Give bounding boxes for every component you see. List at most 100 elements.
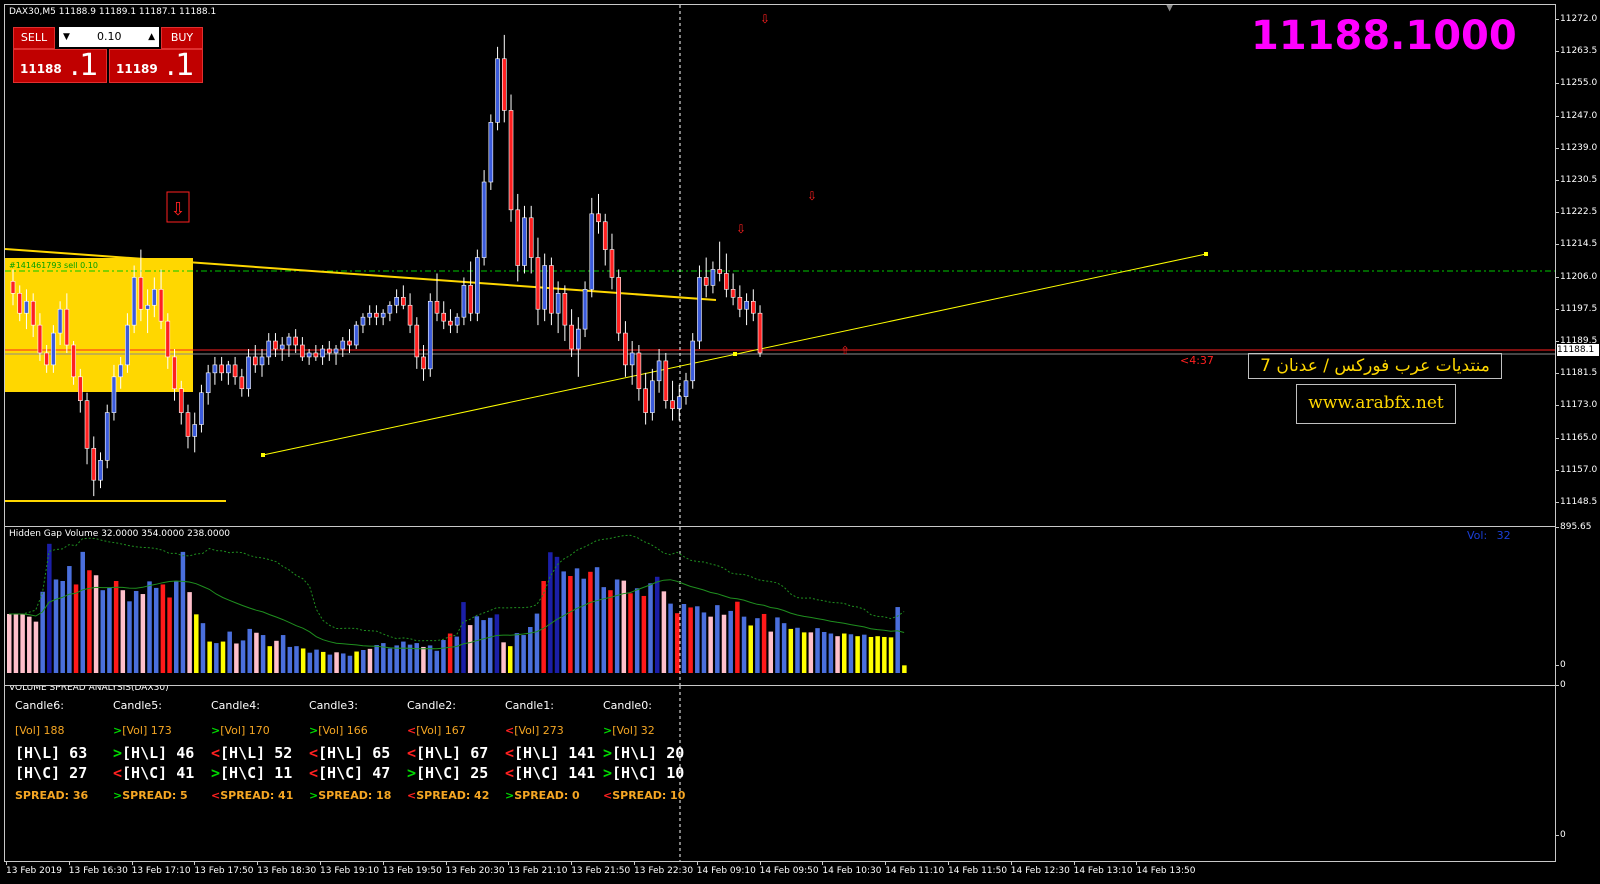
vsa-candle-name: Candle6: — [15, 699, 64, 712]
candle-bear — [414, 324, 420, 358]
order-line-label[interactable]: #141461793 sell 0.10 — [9, 261, 98, 270]
lot-size-field[interactable]: ▼ 0.10 ▲ — [59, 27, 159, 47]
fractal-arrow-icon: ⇩ — [760, 12, 770, 26]
candle-bull — [125, 324, 130, 366]
volume-bar — [280, 635, 286, 673]
candle-bear — [17, 293, 23, 314]
candle-bear — [30, 300, 36, 326]
resistance-trendline[interactable] — [5, 248, 717, 301]
collapse-arrow-icon[interactable]: ▼ — [1165, 4, 1175, 13]
big-price-display: 11188.1000 — [1251, 13, 1517, 59]
volume-bar — [327, 654, 333, 673]
candle-bull — [104, 412, 110, 461]
candle-bear — [300, 344, 305, 358]
volume-bar — [367, 648, 373, 673]
increase-arrow-icon: > — [603, 764, 613, 782]
trendline-anchor-mid[interactable] — [733, 352, 737, 356]
volume-scale[interactable]: 895.65 0 — [1555, 522, 1600, 684]
sell-button[interactable]: SELL — [13, 27, 55, 49]
candle-bear — [724, 273, 729, 290]
increase-arrow-icon: > — [113, 724, 123, 737]
volume-bar — [761, 613, 767, 673]
volume-bar — [67, 566, 72, 673]
candle-bull — [475, 257, 480, 314]
decrease-arrow-icon: < — [211, 789, 221, 802]
candle-bear — [138, 277, 144, 310]
candle-bear — [448, 320, 453, 326]
candle-bear — [84, 400, 90, 449]
ask-price-button[interactable]: 11189 .1 — [109, 48, 203, 83]
candle-bull — [454, 316, 460, 326]
increase-arrow-icon: > — [505, 789, 515, 802]
volume-bar — [234, 643, 239, 673]
price-chart-pane[interactable]: ⇩ ⇩ ⇩ ⇩ ⇧ DAX30,M5 11188.9 11189.1 11187… — [4, 4, 1556, 527]
vsa-high-close: >[H\C] 25 — [407, 764, 488, 782]
vsa-spread: >SPREAD: 5 — [113, 789, 188, 802]
candle-bear — [569, 324, 574, 350]
volume-indicator-header: Hidden Gap Volume 32.0000 354.0000 238.0… — [9, 529, 231, 539]
vsa-high-close: >[H\C] 11 — [211, 764, 292, 782]
time-axis-label: 14 Feb 12:30 — [1010, 861, 1070, 876]
candle-bear — [434, 300, 440, 314]
watermark-arabic[interactable]: منتديات عرب فوركس / عدنان 7 — [1248, 353, 1502, 379]
time-axis[interactable]: 13 Feb 2019 13 Feb 16:30 13 Feb 17:10 13 Fe… — [4, 861, 1554, 882]
increase-arrow-icon: > — [113, 789, 123, 802]
signal-arrow-box[interactable]: ⇩ — [166, 191, 190, 223]
candle-bull — [629, 352, 635, 366]
volume-indicator-pane[interactable]: Hidden Gap Volume 32.0000 354.0000 238.0… — [4, 526, 1556, 686]
candle-bull — [118, 364, 123, 378]
vsa-volume-text: [Vol] 32 — [612, 724, 655, 737]
vsa-high-close: [H\C] 27 — [15, 764, 87, 782]
volume-scale-min: 0 — [1555, 660, 1566, 670]
volume-bar — [267, 646, 273, 673]
candle-bear — [562, 293, 568, 326]
lot-increase-icon[interactable]: ▲ — [148, 32, 155, 42]
candle-bear — [219, 364, 224, 374]
volume-bar — [240, 640, 246, 673]
vsa-high-low: >[H\L] 46 — [113, 744, 194, 762]
lot-size-value[interactable]: 0.10 — [97, 30, 122, 43]
vsa-spread: SPREAD: 36 — [15, 789, 88, 802]
vsa-volume-text: [Vol] 173 — [122, 724, 172, 737]
decrease-arrow-icon: < — [211, 744, 221, 762]
price-scale-label: 11247.0 — [1554, 110, 1598, 121]
volume-bar — [842, 633, 847, 673]
vsa-indicator-pane[interactable]: VOLUME SPREAD ANALYSIS(DAX30) Candle6: [V… — [4, 685, 1556, 862]
trendline-anchor-right[interactable] — [1204, 252, 1208, 256]
volume-bar — [548, 552, 553, 673]
vsa-high-low: <[H\L] 141 — [505, 744, 595, 762]
vsa-high-low: <[H\L] 52 — [211, 744, 292, 762]
volume-ma-line — [9, 579, 905, 650]
lot-decrease-icon[interactable]: ▼ — [63, 32, 70, 42]
vsa-scale[interactable]: 0 0 — [1555, 680, 1600, 860]
volume-bar — [467, 625, 473, 673]
volume-bar — [414, 643, 419, 673]
candle-bear — [528, 217, 534, 258]
vsa-candle-name-text: Candle6: — [15, 699, 64, 712]
candle-bull — [98, 460, 103, 481]
buy-button[interactable]: BUY — [161, 27, 203, 49]
trendline-anchor-left[interactable] — [261, 453, 265, 457]
candle-bull — [576, 328, 581, 350]
volume-bar — [394, 645, 399, 673]
volume-bar — [167, 597, 172, 673]
bid-price-button[interactable]: 11188 .1 — [13, 48, 107, 83]
vsa-high-close: >[H\C] 10 — [603, 764, 684, 782]
candle-bull — [152, 289, 157, 306]
candle-bull — [387, 304, 393, 314]
volume-bar — [708, 616, 713, 673]
vsa-volume: <[Vol] 167 — [407, 724, 466, 737]
vsa-spread: <SPREAD: 41 — [211, 789, 293, 802]
candle-bear — [37, 324, 43, 354]
vol-label: Vol: — [1467, 529, 1488, 542]
candle-bear — [313, 352, 319, 358]
watermark-url[interactable]: www.arabfx.net — [1296, 384, 1456, 424]
volume-bar — [274, 640, 279, 673]
vsa-high-close-text: [H\C] 47 — [318, 764, 391, 782]
supply-zone-rect[interactable] — [5, 258, 193, 392]
decrease-arrow-icon: < — [603, 789, 613, 802]
price-scale[interactable]: 11272.0 11263.5 11255.0 11247.0 11239.0 11230… — [1554, 4, 1600, 525]
candle-bull — [690, 340, 696, 382]
volume-bar — [180, 551, 186, 673]
candle-bear — [549, 265, 554, 314]
